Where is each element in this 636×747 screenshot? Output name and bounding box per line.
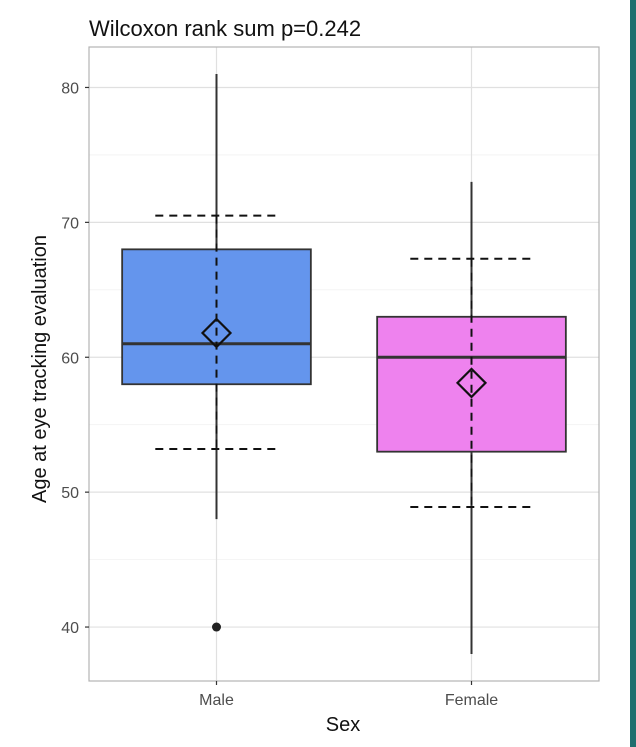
outlier-point <box>212 622 221 632</box>
x-axis-title: Sex <box>326 714 360 736</box>
box-group-male <box>121 73 312 632</box>
y-tick-label: 40 <box>61 620 79 637</box>
x-axis: Male Female <box>199 681 498 709</box>
chart-title: Wilcoxon rank sum p=0.242 <box>89 16 361 41</box>
y-tick-label: 50 <box>61 485 79 502</box>
window-edge <box>630 0 636 747</box>
chart-marks <box>121 73 567 655</box>
mean-diamond <box>455 367 488 399</box>
y-tick-label: 80 <box>61 80 79 97</box>
y-tick-label: 60 <box>61 350 79 367</box>
box-group-female <box>376 181 567 655</box>
plot-panel <box>88 46 600 682</box>
y-axis: 40 50 60 70 80 <box>61 80 89 637</box>
y-tick-label: 70 <box>61 215 79 232</box>
y-axis-title: Age at eye tracking evaluation <box>29 235 51 503</box>
x-tick-label: Male <box>199 692 234 709</box>
x-tick-label: Female <box>445 692 498 709</box>
mean-diamond <box>200 317 233 349</box>
